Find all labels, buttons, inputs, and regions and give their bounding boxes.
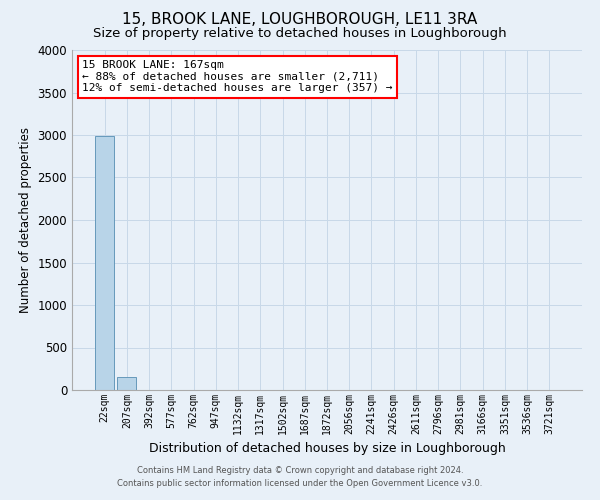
Text: 15, BROOK LANE, LOUGHBOROUGH, LE11 3RA: 15, BROOK LANE, LOUGHBOROUGH, LE11 3RA (122, 12, 478, 28)
Bar (118, 377, 136, 390)
X-axis label: Distribution of detached houses by size in Loughborough: Distribution of detached houses by size … (149, 442, 505, 455)
Bar (95, 136, 114, 390)
Text: Contains HM Land Registry data © Crown copyright and database right 2024.
Contai: Contains HM Land Registry data © Crown c… (118, 466, 482, 487)
Text: 15 BROOK LANE: 167sqm
← 88% of detached houses are smaller (2,711)
12% of semi-d: 15 BROOK LANE: 167sqm ← 88% of detached … (82, 60, 392, 94)
Y-axis label: Number of detached properties: Number of detached properties (19, 127, 32, 313)
Text: Size of property relative to detached houses in Loughborough: Size of property relative to detached ho… (93, 28, 507, 40)
